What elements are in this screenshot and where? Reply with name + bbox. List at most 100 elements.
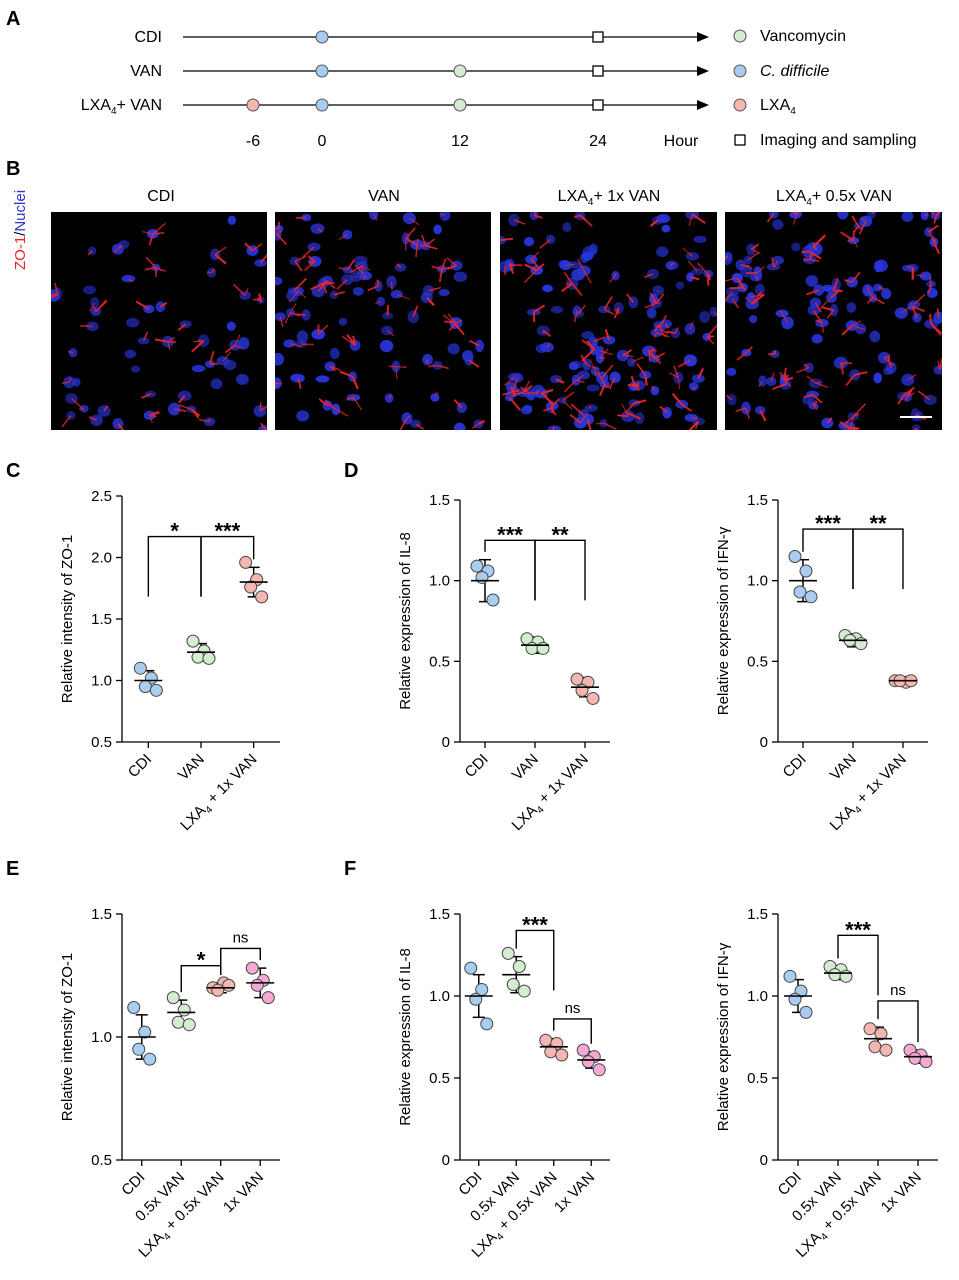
significance-bracket bbox=[515, 929, 555, 991]
data-point bbox=[501, 946, 515, 960]
legend-cdiff-marker bbox=[733, 64, 747, 78]
zo1-junction bbox=[259, 299, 263, 303]
zo1-junction bbox=[772, 383, 786, 390]
nucleus bbox=[656, 246, 669, 258]
chart-c-zo1-intensity: 0.5 1.0 1.5 2.0 2.5 Relative intensity of ZO-… bbox=[59, 488, 280, 834]
zo1-junction bbox=[351, 376, 359, 390]
zo1-junction bbox=[677, 377, 681, 390]
significance-bracket bbox=[553, 1018, 592, 1044]
zo1-junction bbox=[621, 403, 629, 417]
nucleus bbox=[791, 242, 801, 252]
y-axis-label: Relative intensity of ZO-1 bbox=[59, 535, 76, 703]
zo1-junction bbox=[870, 297, 874, 300]
nucleus bbox=[691, 267, 704, 276]
timeline-row-label: LXA4+ VAN bbox=[81, 97, 162, 117]
zo1-junction bbox=[232, 283, 246, 297]
zo1-junction bbox=[576, 419, 582, 424]
zo1-junction bbox=[576, 374, 584, 382]
data-point bbox=[475, 570, 489, 584]
zo1-junction bbox=[851, 324, 865, 331]
data-point bbox=[839, 969, 853, 983]
significance-bracket bbox=[877, 1000, 919, 1043]
data-point bbox=[255, 590, 269, 604]
zo1-junction bbox=[149, 410, 160, 417]
zo1-junction bbox=[431, 265, 443, 271]
zo1-junction bbox=[316, 227, 323, 233]
zo1-junction bbox=[142, 231, 153, 235]
zo1-junction bbox=[294, 260, 303, 272]
zo1-junction bbox=[406, 415, 410, 419]
nucleus bbox=[581, 331, 595, 340]
zo1-junction bbox=[455, 319, 463, 324]
zo1-junction bbox=[513, 377, 519, 391]
nucleus bbox=[296, 410, 310, 422]
zo1-junction bbox=[691, 213, 706, 224]
zo1-junction bbox=[677, 359, 691, 368]
y-axis-label: Relative expression of IFN-γ bbox=[715, 526, 732, 715]
zo1-junction bbox=[152, 232, 165, 235]
significance-label: * bbox=[197, 948, 206, 973]
zo1-junction bbox=[542, 329, 552, 338]
zo1-junction bbox=[673, 365, 679, 378]
zo1-junction bbox=[653, 324, 660, 333]
timeline-cdiff-marker bbox=[315, 64, 329, 78]
zo1-junction bbox=[145, 257, 157, 269]
panel-letter-c: C bbox=[6, 460, 21, 482]
zo1-junction bbox=[167, 336, 175, 343]
zo1-junction bbox=[414, 422, 425, 430]
zo1-junction bbox=[375, 301, 382, 305]
data-point bbox=[874, 1027, 888, 1041]
zo1-junction bbox=[649, 219, 659, 227]
zo1-junction bbox=[883, 354, 891, 359]
zo1-junction bbox=[395, 365, 407, 368]
micrograph-title-lxa4-1x-van: LXA4+ 1x VAN bbox=[557, 188, 661, 209]
zo1-junction bbox=[577, 258, 585, 272]
zo1-junction bbox=[883, 357, 895, 366]
zo1-junction bbox=[783, 376, 794, 382]
zo1-junction bbox=[630, 375, 636, 387]
zo1-junction bbox=[513, 389, 519, 393]
zo1-junction bbox=[668, 372, 679, 379]
data-point bbox=[555, 1048, 569, 1062]
zo1-junction bbox=[167, 341, 171, 350]
zo1-junction bbox=[338, 234, 348, 240]
timeline-arrowhead bbox=[697, 66, 709, 76]
zo1-junction bbox=[604, 383, 612, 390]
zo1-junction bbox=[259, 401, 262, 412]
y-tick-label: 0.5 bbox=[91, 734, 112, 751]
significance-label: ** bbox=[869, 511, 887, 536]
timeline-arrowhead bbox=[697, 100, 709, 110]
nucleus bbox=[301, 309, 311, 321]
panel-letter-e: E bbox=[6, 858, 20, 880]
zo1-junction bbox=[415, 244, 418, 258]
data-point bbox=[211, 983, 225, 997]
zo1-junction bbox=[251, 243, 263, 252]
timeline-lxa4-marker bbox=[246, 98, 260, 112]
data-point bbox=[486, 593, 500, 607]
data-point bbox=[783, 969, 797, 983]
data-point bbox=[202, 651, 216, 665]
nucleus bbox=[226, 321, 236, 331]
zo1-junction bbox=[783, 367, 787, 381]
data-point bbox=[908, 1051, 922, 1065]
timeline-tick-label: 12 bbox=[451, 133, 469, 150]
zo1-junction bbox=[929, 314, 933, 325]
zo1-junction bbox=[938, 358, 942, 371]
zo1-junction bbox=[508, 396, 521, 411]
timeline-tick-label: -6 bbox=[246, 133, 260, 150]
zo1-junction bbox=[803, 363, 810, 369]
data-point bbox=[592, 1063, 606, 1077]
zo1-junction bbox=[735, 407, 747, 413]
zo1-junction bbox=[936, 308, 940, 318]
zo1-junction bbox=[577, 304, 586, 315]
data-point bbox=[879, 1043, 893, 1057]
zo1-junction bbox=[571, 282, 583, 297]
data-point bbox=[171, 1015, 185, 1029]
panel-letter-d: D bbox=[344, 460, 359, 482]
nucleus bbox=[453, 271, 468, 282]
zo1-junction bbox=[284, 312, 292, 324]
data-point bbox=[506, 978, 520, 992]
data-point bbox=[261, 991, 275, 1005]
zo1-junction bbox=[860, 217, 866, 222]
zo1-junction bbox=[550, 407, 557, 416]
